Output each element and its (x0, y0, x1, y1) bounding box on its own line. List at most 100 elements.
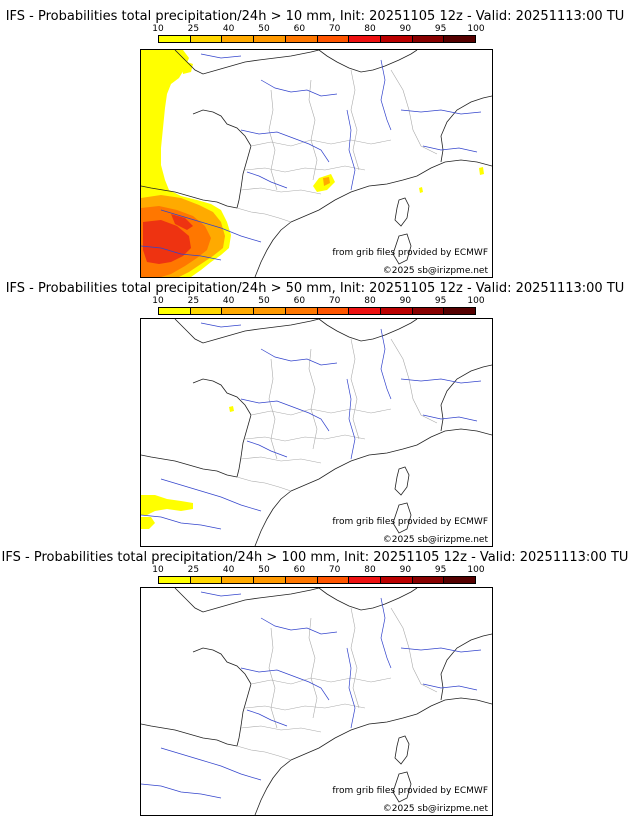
coast-biscay (236, 145, 252, 209)
colorbar-legend: 10 25 40 50 60 70 80 90 95 100 (152, 296, 485, 320)
panel-title: IFS - Probabilities total precipitation/… (1, 550, 629, 565)
map-frame: from grib files provided by ECMWF ©2025 … (140, 49, 493, 278)
colorbar-tick-label: 95 (434, 296, 447, 306)
coast-italy (440, 95, 492, 163)
probability-area-yellow-corsica (479, 167, 484, 175)
colorbar-swatch (444, 308, 476, 314)
map-svg (141, 588, 492, 815)
credit-copyright: ©2025 sb@irizpme.net (382, 535, 488, 545)
colorbar-swatch (317, 36, 350, 42)
colorbar-swatch (349, 308, 381, 314)
border-france-interior-1 (250, 139, 392, 147)
colorbar-tick-label: 95 (434, 565, 447, 575)
credit-grib: from grib files provided by ECMWF (332, 248, 488, 258)
coast-med-france (290, 428, 492, 492)
colorbar-tick-label: 70 (328, 24, 341, 34)
colorbar-tick-label: 100 (467, 565, 485, 575)
coastlines (141, 588, 492, 815)
colorbar-tick-label: 95 (434, 24, 447, 34)
panel-title: IFS - Probabilities total precipitation/… (5, 9, 625, 24)
probability-fill (141, 50, 484, 277)
colorbar-swatch (412, 577, 445, 583)
map-panel-50mm: IFS - Probabilities total precipitation/… (0, 281, 630, 549)
probability-area-red (143, 220, 191, 264)
colorbar-swatch (349, 577, 381, 583)
colorbar-swatches (158, 576, 476, 584)
coast-corsica (394, 735, 410, 765)
coastlines (141, 319, 492, 546)
colorbar-swatch (222, 308, 255, 314)
river-garonne (246, 171, 288, 189)
border-france-interior-4 (268, 89, 278, 191)
colorbar-swatch (412, 36, 445, 42)
panel-title: IFS - Probabilities total precipitation/… (5, 281, 625, 296)
coast-spain-east (254, 221, 292, 277)
border-france-interior-6 (350, 69, 360, 171)
border-spain-france (236, 207, 292, 223)
probability-area-yellow-spot (419, 187, 423, 193)
probability-fill (141, 406, 234, 529)
colorbar-labels: 10 25 40 50 60 70 80 90 95 100 (152, 296, 484, 306)
colorbar-tick-label: 90 (399, 24, 412, 34)
colorbar-swatch (285, 308, 318, 314)
colorbar-tick-label: 100 (467, 24, 485, 34)
colorbar-swatch (254, 577, 286, 583)
coast-spain-east (254, 759, 292, 815)
colorbar-swatch (285, 577, 318, 583)
colorbar-swatch (317, 308, 350, 314)
coast-brittany (192, 378, 252, 416)
rivers (141, 53, 482, 261)
colorbar-swatch (159, 308, 191, 314)
colorbar-tick-label: 50 (258, 565, 270, 575)
colorbar-tick-label: 60 (293, 565, 306, 575)
colorbar-tick-label: 80 (364, 565, 376, 575)
coast-benelux (318, 319, 418, 342)
coast-sardinia (392, 771, 412, 803)
colorbar-legend: 10 25 40 50 60 70 80 90 95 100 (152, 24, 485, 48)
colorbar-tick-label: 80 (364, 296, 376, 306)
colorbar-tick-label: 10 (152, 24, 164, 34)
colorbar-swatch (254, 36, 286, 42)
coast-spain-north (141, 454, 238, 478)
probability-area-orange-east (323, 177, 330, 186)
border-france-interior-3 (240, 187, 322, 195)
colorbar-swatch (222, 36, 255, 42)
coast-uk-channel (174, 319, 320, 344)
colorbar-tick-label: 10 (152, 565, 164, 575)
colorbar-tick-label: 25 (187, 24, 200, 34)
colorbar-swatch (412, 308, 445, 314)
coast-sardinia (392, 233, 412, 265)
colorbar-tick-label: 60 (293, 296, 306, 306)
colorbar-labels: 10 25 40 50 60 70 80 90 95 100 (152, 565, 484, 575)
colorbar-swatch (190, 308, 223, 314)
colorbar-tick-label: 40 (222, 24, 235, 34)
borders (236, 338, 438, 492)
border-france-interior-5 (308, 79, 318, 181)
credit-copyright: ©2025 sb@irizpme.net (382, 804, 488, 814)
map-panel-100mm: IFS - Probabilities total precipitation/… (0, 550, 630, 818)
colorbar-swatches (158, 35, 476, 43)
colorbar-tick-label: 80 (364, 24, 376, 34)
colorbar-tick-label: 25 (187, 296, 200, 306)
river-ebro (160, 209, 262, 243)
colorbar-tick-label: 50 (258, 296, 270, 306)
coast-benelux (318, 50, 418, 73)
map-svg (141, 319, 492, 546)
probability-area-yellow (141, 495, 193, 515)
coast-sardinia (392, 502, 412, 534)
coast-spain-north (141, 185, 238, 209)
colorbar-swatch (159, 36, 191, 42)
credit-grib: from grib files provided by ECMWF (332, 786, 488, 796)
river-rhine (380, 59, 392, 131)
coast-brittany (192, 647, 252, 685)
colorbar-tick-label: 40 (222, 565, 235, 575)
coast-uk-channel (174, 50, 320, 75)
border-france-interior-2 (244, 165, 366, 173)
map-frame: from grib files provided by ECMWF ©2025 … (140, 318, 493, 547)
colorbar-swatch (190, 36, 223, 42)
coast-spain-east (254, 490, 292, 546)
coast-med-france (290, 159, 492, 223)
probability-area-yellow-3 (229, 406, 234, 412)
colorbar-swatch (380, 577, 413, 583)
rivers (141, 322, 482, 530)
